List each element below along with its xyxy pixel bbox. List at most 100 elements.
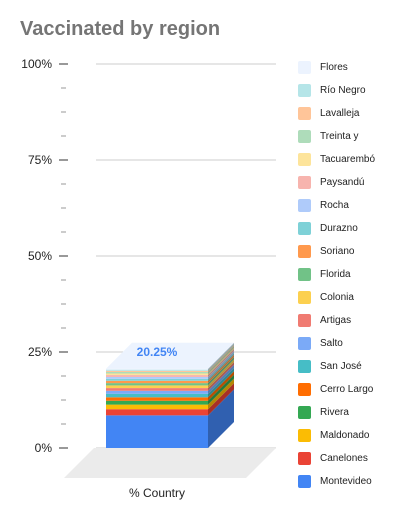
bar-segment xyxy=(106,373,208,376)
legend-swatch xyxy=(298,176,311,189)
legend-item: Florida xyxy=(298,263,402,286)
legend: Flores Río Negro Lavalleja Treinta y Tacuare… xyxy=(298,56,402,493)
legend-label: Rocha xyxy=(320,200,349,211)
bar-segment-side xyxy=(208,362,234,391)
bar-segment-side xyxy=(208,344,234,372)
legend-label: Paysandú xyxy=(320,177,365,188)
legend-item: Durazno xyxy=(298,217,402,240)
bar-segment-side xyxy=(208,342,234,370)
legend-swatch xyxy=(298,61,311,74)
y-tick-label: 100% xyxy=(21,57,52,71)
bar-segment xyxy=(106,378,208,381)
bar-segment-side xyxy=(208,347,234,376)
legend-label: Cerro Largo xyxy=(320,384,374,395)
legend-swatch xyxy=(298,406,311,419)
legend-swatch xyxy=(298,429,311,442)
chart-floor xyxy=(64,448,276,478)
legend-swatch xyxy=(298,383,311,396)
legend-label: Lavalleja xyxy=(320,108,360,119)
bar-segment xyxy=(106,393,208,398)
legend-item: Rocha xyxy=(298,194,402,217)
legend-label: Rivera xyxy=(320,407,349,418)
legend-label: Maldonado xyxy=(320,430,370,441)
legend-label: Flores xyxy=(320,62,348,73)
legend-item: Canelones xyxy=(298,447,402,470)
bar-segment xyxy=(106,370,208,372)
bar-segment xyxy=(106,385,208,389)
legend-swatch xyxy=(298,130,311,143)
bar-segment-side xyxy=(208,383,234,416)
legend-label: Río Negro xyxy=(320,85,366,96)
y-tick-label: 25% xyxy=(28,345,52,359)
bar-segment xyxy=(106,375,208,377)
legend-item: Paysandú xyxy=(298,171,402,194)
legend-item: San José xyxy=(298,355,402,378)
bar-segment xyxy=(106,409,208,416)
bar-segment xyxy=(106,383,208,386)
bar-segment xyxy=(106,404,208,410)
bar-top-face xyxy=(106,342,234,369)
legend-swatch xyxy=(298,245,311,258)
bar-segment-side xyxy=(208,359,234,389)
legend-swatch xyxy=(298,84,311,97)
bar-segment xyxy=(106,380,208,384)
y-tick-label: 0% xyxy=(35,441,53,455)
legend-label: Florida xyxy=(320,269,351,280)
legend-item: Treinta y xyxy=(298,125,402,148)
legend-label: Durazno xyxy=(320,223,358,234)
bar-segment-side xyxy=(208,378,234,410)
bar-segment xyxy=(106,369,208,371)
legend-label: Montevideo xyxy=(320,476,372,487)
bar-segment-side xyxy=(208,349,234,377)
bar-segment xyxy=(106,368,208,370)
legend-label: Soriano xyxy=(320,246,355,257)
legend-swatch xyxy=(298,268,311,281)
bar-segment-side xyxy=(208,389,234,448)
y-tick-label: 50% xyxy=(28,249,52,263)
bar-segment-side xyxy=(208,345,234,374)
bar-segment-side xyxy=(208,343,234,371)
legend-item: Montevideo xyxy=(298,470,402,493)
bar-segment-side xyxy=(208,367,234,398)
bar-segment-side xyxy=(208,350,234,379)
legend-label: Salto xyxy=(320,338,343,349)
legend-item: Artigas xyxy=(298,309,402,332)
legend-label: Artigas xyxy=(320,315,352,326)
legend-item: Soriano xyxy=(298,240,402,263)
bar-segment-side xyxy=(208,374,234,405)
bar-segment-side xyxy=(208,371,234,401)
bar-segment-side xyxy=(208,357,234,386)
legend-label: Treinta y xyxy=(320,131,359,142)
legend-swatch xyxy=(298,107,311,120)
legend-swatch xyxy=(298,222,311,235)
legend-label: San José xyxy=(320,361,362,372)
x-category-label: % Country xyxy=(129,486,185,500)
legend-item: Salto xyxy=(298,332,402,355)
bar-segment-side xyxy=(208,364,234,394)
bar-segment xyxy=(106,388,208,391)
legend-label: Canelones xyxy=(320,453,368,464)
legend-item: Río Negro xyxy=(298,79,402,102)
bar-segment xyxy=(106,400,208,405)
chart-title: Vaccinated by region xyxy=(20,18,221,40)
legend-swatch xyxy=(298,314,311,327)
legend-label: Colonia xyxy=(320,292,354,303)
legend-swatch xyxy=(298,199,311,212)
legend-item: Cerro Largo xyxy=(298,378,402,401)
legend-swatch xyxy=(298,291,311,304)
bar-segment xyxy=(106,390,208,394)
bar-segment-side xyxy=(208,352,234,381)
legend-item: Lavalleja xyxy=(298,102,402,125)
legend-item: Maldonado xyxy=(298,424,402,447)
bar-segment xyxy=(106,371,208,374)
legend-swatch xyxy=(298,337,311,350)
bar-segment xyxy=(106,397,208,401)
legend-item: Rivera xyxy=(298,401,402,424)
y-tick-label: 75% xyxy=(28,153,52,167)
legend-swatch xyxy=(298,153,311,166)
legend-swatch xyxy=(298,360,311,373)
legend-item: Flores xyxy=(298,56,402,79)
legend-swatch xyxy=(298,475,311,488)
legend-item: Tacuarembó xyxy=(298,148,402,171)
